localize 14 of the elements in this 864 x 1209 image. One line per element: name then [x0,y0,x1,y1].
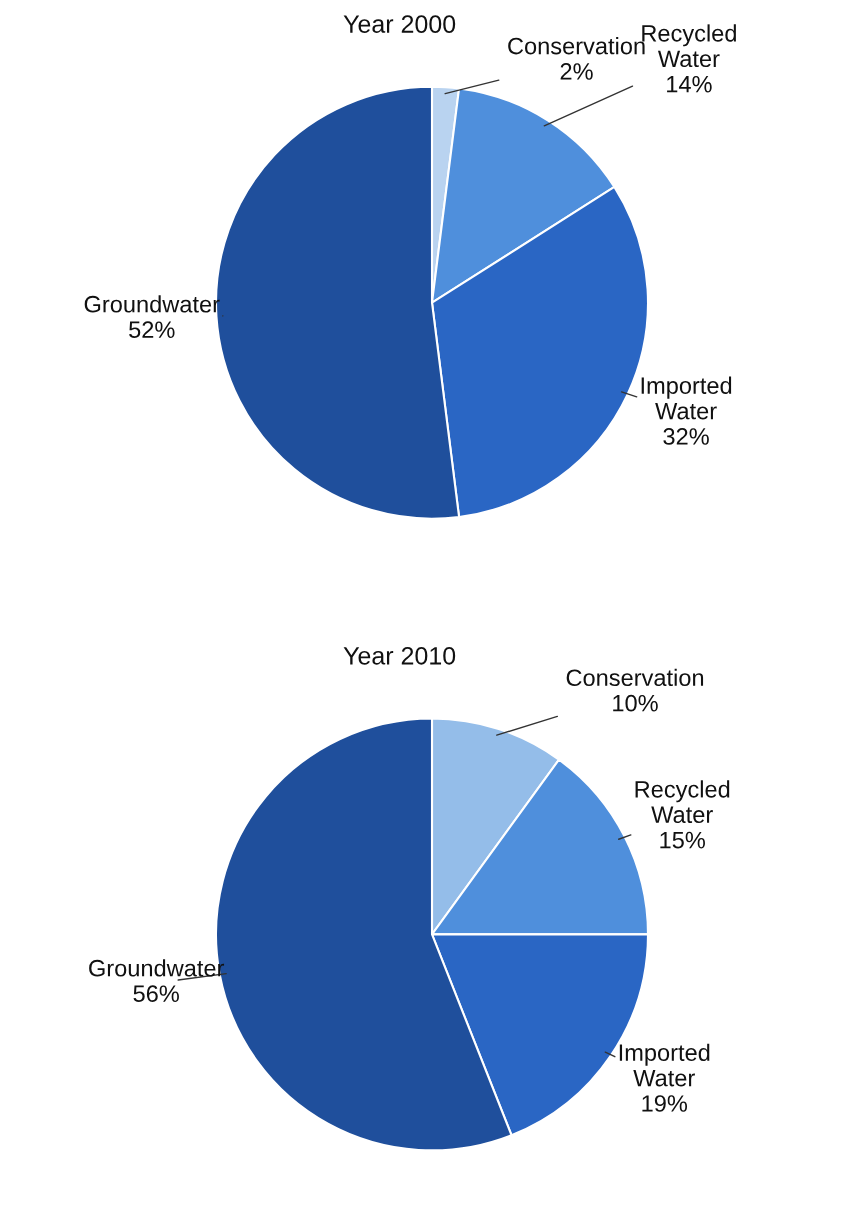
data-label: 14% [667,75,712,93]
data-label: 19% [642,1095,688,1112]
slice-label: Imported Water [619,1043,710,1087]
chart-title: Year 2000 [343,15,456,33]
data-label: 2% [560,63,593,80]
data-label: 52% [129,321,175,339]
slice-label: Imported Water [641,376,732,420]
slice-label: Recycled Water [635,780,730,824]
data-label: 15% [660,831,705,849]
data-label: 56% [133,985,179,1003]
data-label: 32% [663,428,709,445]
data-label: 10% [613,694,658,712]
slice-label: Conservation [566,668,704,687]
chart-title: Year 2010 [343,646,456,665]
